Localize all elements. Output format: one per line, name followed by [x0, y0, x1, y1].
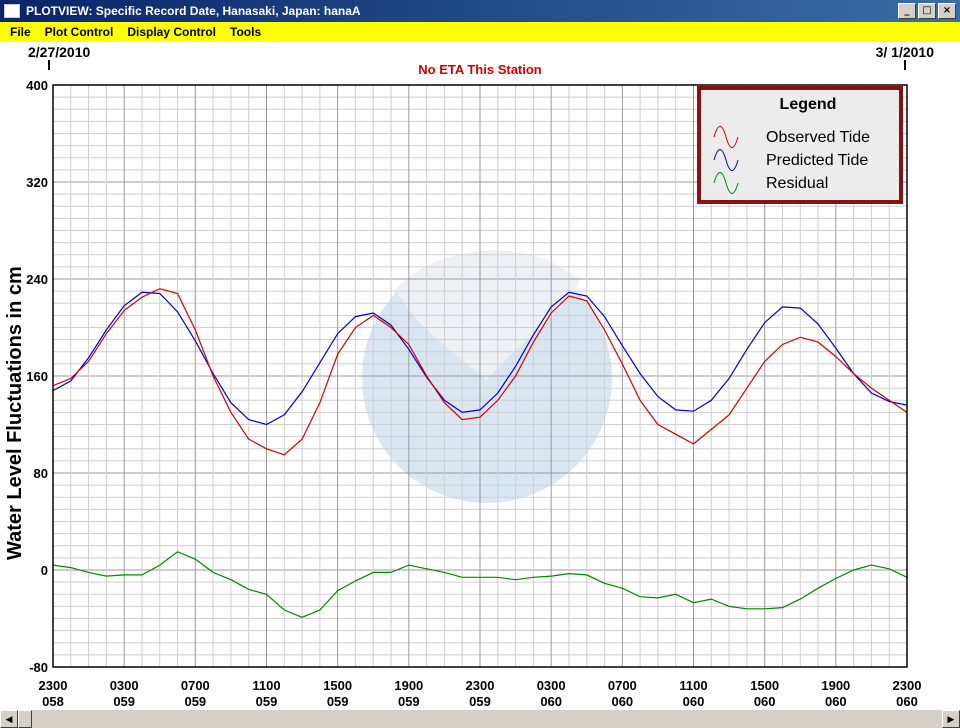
end-date-label: 3/ 1/2010 [875, 44, 934, 60]
series-line-predicted [52, 291, 908, 426]
x-tick-day-label: 060 [896, 694, 918, 709]
x-tick-day-label: 060 [825, 694, 847, 709]
x-tick-time-label: 1900 [821, 678, 850, 693]
watermark-logo [362, 250, 612, 503]
menu-plot-control[interactable]: Plot Control [44, 25, 114, 39]
scroll-thumb[interactable] [18, 710, 32, 728]
x-tick-day-label: 059 [113, 694, 135, 709]
close-button[interactable]: × [938, 3, 956, 19]
minimize-button[interactable]: _ [898, 3, 916, 19]
x-tick-day-label: 060 [754, 694, 776, 709]
y-axis-ticks: -80 0 80 160 240 320 400 [26, 78, 48, 675]
y-tick-label: 160 [26, 369, 48, 384]
legend-swatch-observed [713, 126, 739, 148]
y-tick-label: 80 [34, 466, 48, 481]
window-title: PLOTVIEW: Specific Record Date, Hanasaki… [26, 4, 361, 18]
x-tick-time-label: 1900 [394, 678, 423, 693]
y-tick-label: 240 [26, 272, 48, 287]
y-tick-label: 400 [26, 78, 48, 93]
chart-series [52, 288, 908, 618]
x-tick-day-label: 059 [256, 694, 278, 709]
x-tick-time-label: 2300 [893, 678, 922, 693]
series-line-residual [52, 551, 908, 618]
x-tick-day-label: 059 [398, 694, 420, 709]
legend-border [697, 86, 903, 204]
app-window-icon [4, 4, 20, 18]
x-tick-time-label: 2300 [39, 678, 68, 693]
x-tick-day-label: 058 [42, 694, 64, 709]
legend-label-predicted: Predicted Tide [766, 152, 868, 169]
legend-label-residual: Residual [766, 175, 828, 192]
x-tick-day-label: 060 [611, 694, 633, 709]
y-tick-label: 0 [41, 563, 48, 578]
x-tick-time-label: 1500 [323, 678, 352, 693]
x-tick-time-label: 0300 [537, 678, 566, 693]
x-tick-time-label: 2300 [466, 678, 495, 693]
menu-display-control[interactable]: Display Control [127, 25, 217, 39]
scroll-left-button[interactable]: ◀ [0, 710, 18, 728]
x-tick-time-label: 1100 [252, 678, 280, 693]
x-tick-day-label: 059 [469, 694, 491, 709]
legend-swatch-predicted [713, 149, 739, 171]
eta-notice: No ETA This Station [418, 62, 542, 77]
series-line-observed [52, 288, 908, 456]
horizontal-scrollbar[interactable]: ◀ ▶ [0, 710, 960, 728]
legend-title: Legend [780, 96, 837, 113]
x-tick-time-label: 1100 [679, 678, 707, 693]
x-tick-day-label: 059 [327, 694, 349, 709]
x-axis-ticks: 2300058030005907000591100059150005919000… [39, 678, 922, 709]
x-tick-day-label: 060 [683, 694, 705, 709]
start-date-label: 2/27/2010 [28, 44, 91, 60]
y-tick-label: -80 [29, 660, 48, 675]
legend-label-observed: Observed Tide [766, 129, 870, 146]
scroll-right-button[interactable]: ▶ [942, 710, 960, 728]
menu-file[interactable]: File [10, 25, 31, 39]
chart-legend: Legend Observed Tide Predicted Tide Resi… [697, 86, 903, 204]
x-tick-time-label: 0700 [181, 678, 210, 693]
plot-area-border [52, 84, 908, 668]
date-tick-marks [48, 60, 906, 70]
y-tick-label: 320 [26, 175, 48, 190]
menu-tools[interactable]: Tools [230, 25, 262, 39]
legend-swatch-residual [713, 172, 739, 194]
title-bar: PLOTVIEW: Specific Record Date, Hanasaki… [0, 0, 960, 22]
maximize-button[interactable]: □ [918, 3, 936, 19]
menu-bar: File Plot Control Display Control Tools [0, 22, 960, 42]
x-tick-time-label: 1500 [750, 678, 779, 693]
x-tick-time-label: 0700 [608, 678, 637, 693]
x-tick-day-label: 060 [540, 694, 562, 709]
x-tick-day-label: 059 [184, 694, 206, 709]
x-tick-time-label: 0300 [110, 678, 139, 693]
